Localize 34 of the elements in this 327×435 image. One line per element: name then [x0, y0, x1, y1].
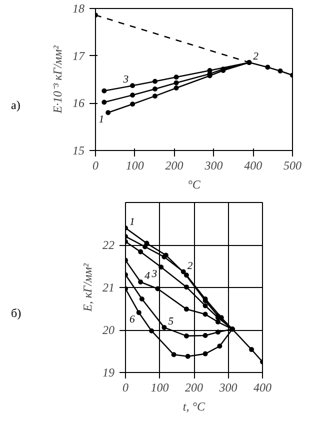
x-tick-label: 400 — [244, 158, 262, 172]
series-label: 5 — [168, 316, 174, 328]
y-tick-label: 22 — [102, 238, 114, 252]
y-axis-title: E·10⁻³ кГ/мм² — [50, 45, 64, 114]
y-tick-label: 19 — [102, 366, 114, 380]
x-axis-title: °C — [188, 178, 202, 192]
y-axis-title: E, кГ/мм² — [80, 263, 94, 313]
y-tick-label: 16 — [72, 96, 84, 110]
y-tick-label: 20 — [102, 323, 114, 337]
x-tick-label: 500 — [284, 158, 302, 172]
y-tick-label: 15 — [72, 144, 84, 158]
x-tick-label: 400 — [254, 380, 272, 394]
series-label: 2 — [253, 51, 260, 62]
legend-label: 1 — [98, 114, 104, 126]
x-tick-label: 100 — [126, 158, 144, 172]
x-tick-label: 200 — [185, 380, 203, 394]
series-label: 3 — [122, 74, 129, 86]
series-label: 4 — [144, 270, 151, 282]
x-tick-label: 0 — [122, 380, 128, 394]
x-tick-label: 300 — [218, 380, 238, 394]
y-tick-label: 21 — [102, 280, 114, 294]
x-tick-label: 0 — [92, 158, 98, 172]
text: а) — [11, 97, 20, 114]
series-label: 2 — [187, 260, 194, 272]
text: б) — [11, 305, 22, 322]
series-label: 1 — [130, 217, 135, 228]
y-tick-label: 18 — [72, 2, 84, 16]
x-tick-label: 200 — [165, 158, 184, 172]
x-tick-label: 300 — [204, 158, 223, 172]
x-tick-label: 100 — [150, 380, 169, 394]
series-label: 6 — [130, 314, 136, 326]
x-axis-title: t, °C — [182, 400, 206, 414]
y-tick-label: 17 — [72, 48, 86, 63]
series-label: 3 — [150, 269, 158, 280]
